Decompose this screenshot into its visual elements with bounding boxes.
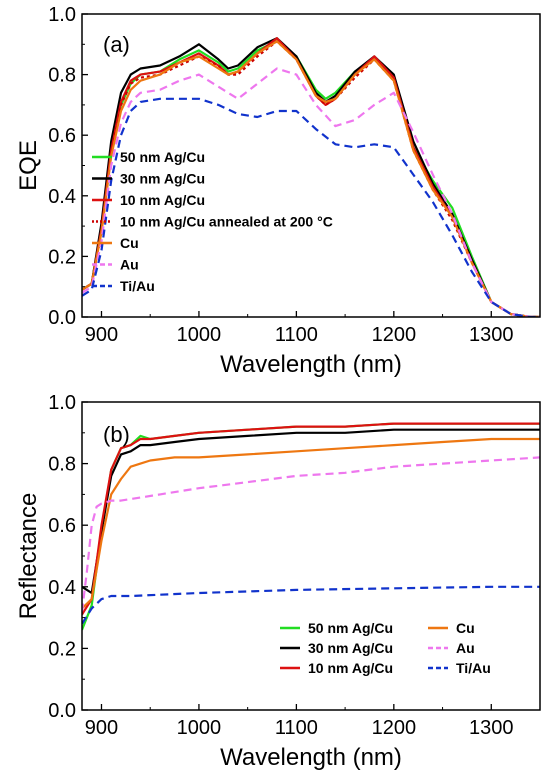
- y-tick-label: 0.2: [48, 638, 76, 660]
- legend-label-ti-au: Ti/Au: [456, 660, 491, 676]
- legend-label-ti-au: Ti/Au: [120, 278, 155, 294]
- series-line-au: [82, 456, 540, 612]
- x-tick-label: 900: [85, 717, 118, 739]
- panel-label: (a): [103, 32, 130, 57]
- series-line-ti-au: [82, 585, 540, 625]
- panel-label: (b): [103, 422, 130, 447]
- y-tick-label: 0.2: [48, 246, 76, 268]
- series-line-cu: [82, 437, 540, 610]
- y-tick-label: 0.0: [48, 307, 76, 329]
- y-tick-label: 0.0: [48, 700, 76, 722]
- y-tick-label: 0.6: [48, 515, 76, 537]
- series-line-50-nm-ag-cu: [82, 422, 540, 631]
- panel-b-reflectance-chart: 900 1000 1100 1200 1300 0.0 0.2 0.4 0.6 0.8 1.0 Wav…: [15, 392, 541, 771]
- legend-label-30-nm-ag-cu: 30 nm Ag/Cu: [120, 171, 205, 187]
- y-tick-label: 1.0: [48, 392, 76, 414]
- y-tick-label: 0.8: [48, 65, 76, 87]
- x-tick-label: 1000: [177, 324, 222, 346]
- y-axis-label: Reflectance: [15, 493, 42, 620]
- y-tick-label: 0.6: [48, 125, 76, 147]
- legend: 50 nm Ag/Cu 30 nm Ag/Cu 10 nm Ag/Cu Cu Au Ti/…: [280, 620, 491, 676]
- legend-label-10-nm-ag-cu: 10 nm Ag/Cu: [308, 660, 393, 676]
- legend-label-cu: Cu: [456, 620, 475, 636]
- x-tick-label: 1100: [275, 324, 318, 346]
- legend-label-10-nm-ag-cu-annealed-at-200-c: 10 nm Ag/Cu annealed at 200 °C: [120, 214, 333, 230]
- x-tick-label: 1100: [275, 717, 318, 739]
- x-tick-label: 1300: [469, 717, 514, 739]
- y-tick-label: 1.0: [48, 4, 76, 26]
- x-tick-label: 1000: [177, 717, 222, 739]
- series-line-10-nm-ag-cu-annealed-at-200-c: [82, 40, 540, 317]
- legend-label-au: Au: [456, 640, 475, 656]
- x-axis-label: Wavelength (nm): [220, 351, 402, 378]
- legend-label-50-nm-ag-cu: 50 nm Ag/Cu: [120, 149, 205, 165]
- y-tick-label: 0.8: [48, 454, 76, 476]
- series-line-30-nm-ag-cu: [82, 428, 540, 595]
- legend-label-10-nm-ag-cu: 10 nm Ag/Cu: [120, 192, 205, 208]
- legend: 50 nm Ag/Cu 30 nm Ag/Cu 10 nm Ag/Cu 10 nm A…: [92, 149, 333, 294]
- y-tick-label: 0.4: [48, 577, 76, 599]
- legend-label-cu: Cu: [120, 235, 139, 251]
- x-tick-label: 1200: [372, 324, 417, 346]
- series-line-10-nm-ag-cu: [82, 422, 540, 616]
- panel-a-eqe-chart: 900 1000 1100 1200 1300 0.0 0.2 0.4 0.6 0.8 1.0 Wav…: [15, 4, 541, 378]
- legend-label-50-nm-ag-cu: 50 nm Ag/Cu: [308, 620, 393, 636]
- x-tick-label: 900: [85, 324, 118, 346]
- x-tick-label: 1200: [372, 717, 417, 739]
- series-line-ti-au: [82, 97, 540, 317]
- x-tick-label: 1300: [469, 324, 514, 346]
- series-line-au: [82, 67, 540, 317]
- legend-label-30-nm-ag-cu: 30 nm Ag/Cu: [308, 640, 393, 656]
- x-axis-label: Wavelength (nm): [220, 744, 402, 771]
- legend-label-au: Au: [120, 257, 139, 273]
- y-tick-label: 0.4: [48, 186, 76, 208]
- y-axis-label: EQE: [15, 140, 42, 191]
